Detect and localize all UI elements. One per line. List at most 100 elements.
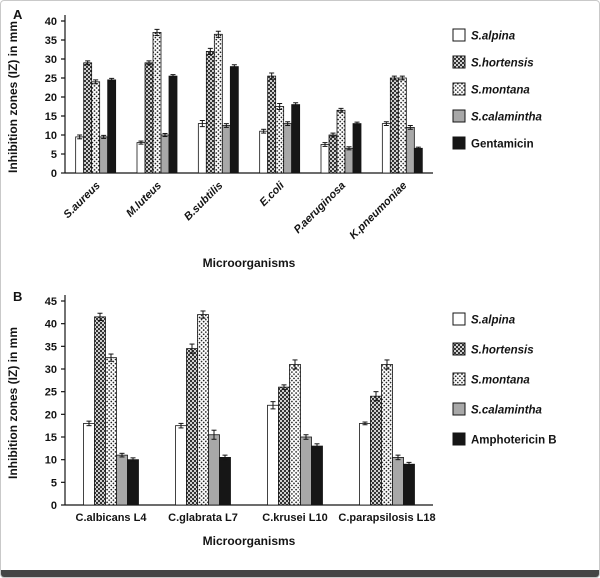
bar — [99, 136, 109, 174]
legend-swatch — [452, 109, 466, 123]
bar — [370, 395, 382, 506]
bar — [91, 81, 101, 174]
bar — [107, 79, 117, 174]
legend-item: S.calamintha — [452, 402, 543, 417]
legend-swatch — [452, 372, 466, 386]
legend-item: S.hortensis — [452, 342, 534, 357]
legend-item: Gentamicin — [452, 136, 534, 151]
bar — [219, 456, 231, 506]
bar — [397, 77, 407, 174]
bar — [413, 147, 423, 174]
legend-label: S.alpina — [471, 31, 516, 43]
bar — [311, 445, 323, 506]
y-tick-label: 25 — [45, 387, 57, 399]
bar — [344, 147, 354, 174]
legend-item: S.montana — [452, 82, 530, 97]
legend-label: S.montana — [471, 375, 530, 387]
bar — [213, 33, 223, 174]
bar — [291, 104, 301, 174]
chart-A: 0 5 10 15 20 25 30 35 40 S.aureus M.luteus B.subtil… — [1, 5, 597, 287]
y-tick-label: 45 — [45, 296, 57, 308]
bar — [381, 123, 391, 174]
x-tick-label: M.luteus — [124, 180, 164, 220]
bar — [94, 316, 106, 506]
legend-label: S.hortensis — [471, 345, 534, 357]
panel-B: B 0 5 10 15 20 25 30 35 40 45 C.albicans L4 C.glabr… — [1, 287, 597, 563]
legend-label: Amphotericin B — [471, 435, 557, 447]
bar — [300, 436, 312, 506]
bar — [83, 62, 93, 174]
legend-item: S.montana — [452, 372, 530, 387]
legend-item: Amphotericin B — [452, 432, 557, 447]
bar — [392, 456, 404, 506]
bar — [267, 75, 277, 174]
bar — [359, 422, 371, 506]
legend-label: Gentamicin — [471, 139, 534, 151]
legend-label: S.calamintha — [471, 405, 543, 417]
legend-item: S.alpina — [452, 28, 516, 43]
legend-swatch — [452, 55, 466, 69]
legend-item: S.hortensis — [452, 55, 534, 70]
bottom-bar — [1, 570, 599, 577]
x-axis-title: Microorganisms — [203, 534, 296, 548]
x-tick-label: C.krusei L10 — [262, 512, 327, 524]
y-tick-label: 5 — [51, 149, 57, 161]
bar — [320, 144, 330, 174]
bar — [197, 314, 209, 506]
panel-A: A 0 5 10 15 20 25 30 35 40 S.aureus M.luteus B.subt… — [1, 5, 597, 287]
bar — [168, 75, 178, 174]
bar — [405, 127, 415, 174]
y-tick-label: 30 — [45, 364, 57, 376]
bar — [389, 77, 399, 174]
legend-swatch — [452, 136, 466, 150]
bar — [381, 364, 393, 506]
y-tick-label: 15 — [45, 111, 57, 123]
bar — [152, 31, 162, 174]
legend-label: S.montana — [471, 85, 530, 97]
y-tick-label: 5 — [51, 477, 57, 489]
bar — [278, 386, 290, 506]
x-tick-label: S.aureus — [61, 180, 102, 221]
bar — [175, 425, 187, 506]
legend-item: S.calamintha — [452, 109, 543, 124]
bar — [275, 106, 285, 174]
bar — [127, 459, 139, 506]
y-tick-label: 40 — [45, 16, 57, 28]
x-tick-label: K.pneumoniae — [347, 180, 409, 242]
legend-swatch — [452, 28, 466, 42]
bar — [259, 130, 269, 174]
bar — [336, 109, 346, 174]
chart-svg-A: 0 5 10 15 20 25 30 35 40 S.aureus M.luteus B.subtil… — [6, 15, 543, 270]
chart-B: 0 5 10 15 20 25 30 35 40 45 C.albicans L4 C.glabrat… — [1, 287, 597, 563]
legend-item: S.alpina — [452, 312, 516, 327]
y-tick-label: 35 — [45, 35, 57, 47]
legend-label: S.calamintha — [471, 112, 543, 124]
y-tick-label: 35 — [45, 341, 57, 353]
legend-label: S.alpina — [471, 315, 516, 327]
bar — [267, 404, 279, 506]
x-tick-label: B.subtilis — [182, 180, 225, 223]
x-tick-label: E.coli — [258, 179, 288, 209]
bar — [75, 136, 85, 174]
bar — [289, 364, 301, 506]
bar — [205, 51, 215, 174]
y-tick-label: 0 — [51, 500, 57, 512]
bar — [186, 348, 198, 506]
y-axis-title: Inhibition zones (IZ) in mm — [6, 327, 20, 479]
bar — [83, 422, 95, 506]
legend-swatch — [452, 402, 466, 416]
legend-swatch — [452, 312, 466, 326]
y-axis-title: Inhibition zones (IZ) in mm — [6, 21, 20, 173]
bar — [144, 62, 154, 174]
bar — [283, 123, 293, 174]
y-tick-label: 20 — [45, 409, 57, 421]
chart-svg-B: 0 5 10 15 20 25 30 35 40 45 C.albicans L4 C.glabrat… — [6, 295, 557, 548]
y-tick-label: 10 — [45, 130, 57, 142]
bar — [116, 454, 128, 506]
y-tick-label: 0 — [51, 168, 57, 180]
y-tick-label: 25 — [45, 73, 57, 85]
y-tick-label: 20 — [45, 92, 57, 104]
panel-label-B: B — [13, 289, 23, 304]
y-tick-label: 40 — [45, 319, 57, 331]
